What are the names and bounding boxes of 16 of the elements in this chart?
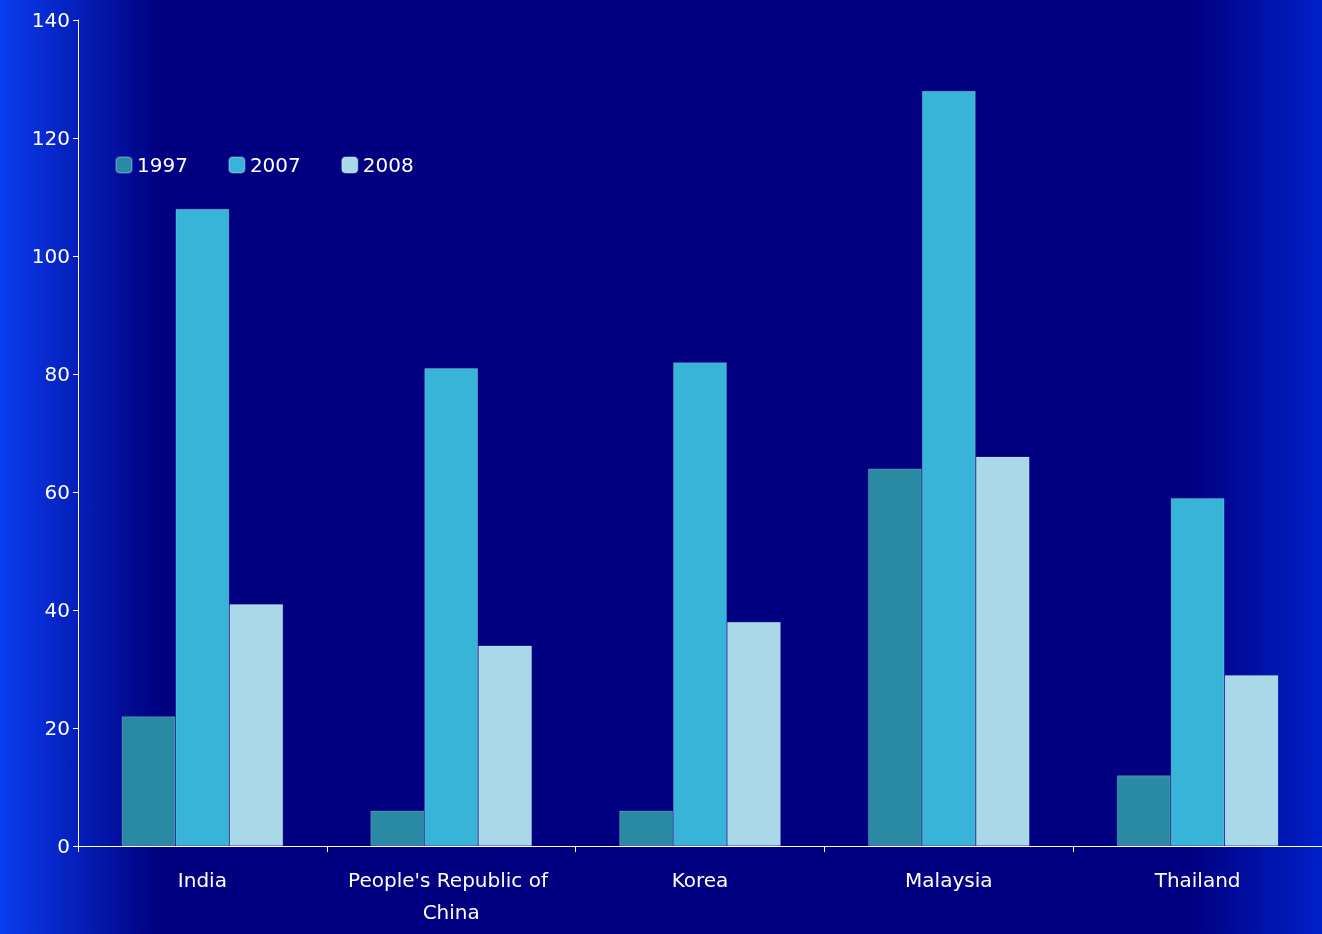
x-tick-label: Thailand	[1153, 868, 1241, 892]
y-tick-label: 120	[31, 126, 70, 150]
legend-label: 2007	[249, 153, 301, 177]
x-tick-label: India	[177, 868, 227, 892]
legend-label: 1997	[137, 153, 188, 177]
y-tick-label: 80	[44, 362, 70, 386]
x-tick-label: People's Republic of China	[348, 868, 555, 924]
y-tick-label: 100	[31, 244, 70, 268]
y-tick-label: 20	[44, 716, 70, 740]
legend-label: 2008	[362, 153, 414, 177]
y-tick-label: 40	[44, 598, 70, 622]
y-tick-label: 0	[57, 834, 70, 858]
x-tick-label: Korea	[671, 868, 729, 892]
y-tick-label: 60	[44, 480, 70, 504]
x-tick-label: Malaysia	[905, 868, 993, 892]
y-tick-label: 140	[31, 8, 70, 32]
